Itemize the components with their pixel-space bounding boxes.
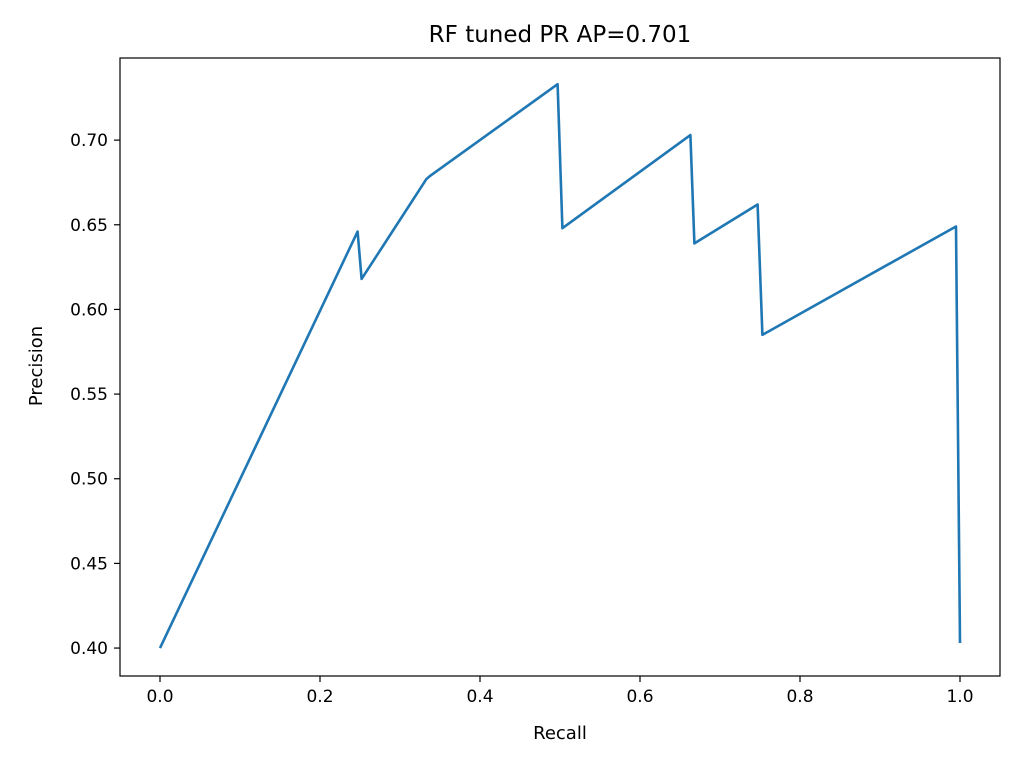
- y-tick-label: 0.45: [70, 554, 108, 574]
- x-axis-label: Recall: [533, 723, 587, 744]
- x-tick-label: 0.6: [626, 687, 653, 707]
- x-tick-label: 0.4: [466, 687, 493, 707]
- axes-frame: [119, 57, 1001, 677]
- series-line-0: [158, 82, 962, 649]
- x-tick-label: 0.2: [306, 687, 333, 707]
- chart-title: RF tuned PR AP=0.701: [429, 22, 692, 48]
- y-tick-label: 0.50: [70, 470, 108, 490]
- y-tick-label: 0.55: [70, 385, 108, 405]
- y-tick-label: 0.65: [70, 216, 108, 236]
- x-tick-label: 0.0: [146, 687, 173, 707]
- y-axis-label: Precision: [26, 326, 47, 406]
- x-tick-label: 0.8: [786, 687, 813, 707]
- x-tick-label: 1.0: [946, 687, 973, 707]
- y-axis-ticks: 0.40 0.45 0.50 0.55 0.60 0.65 0.70: [70, 131, 120, 659]
- x-axis-ticks: 0.0 0.2 0.4 0.6 0.8 1.0: [146, 676, 974, 707]
- y-tick-label: 0.40: [70, 639, 108, 659]
- y-tick-label: 0.60: [70, 300, 108, 320]
- y-tick-label: 0.70: [70, 131, 108, 151]
- plot-area: [119, 57, 1001, 677]
